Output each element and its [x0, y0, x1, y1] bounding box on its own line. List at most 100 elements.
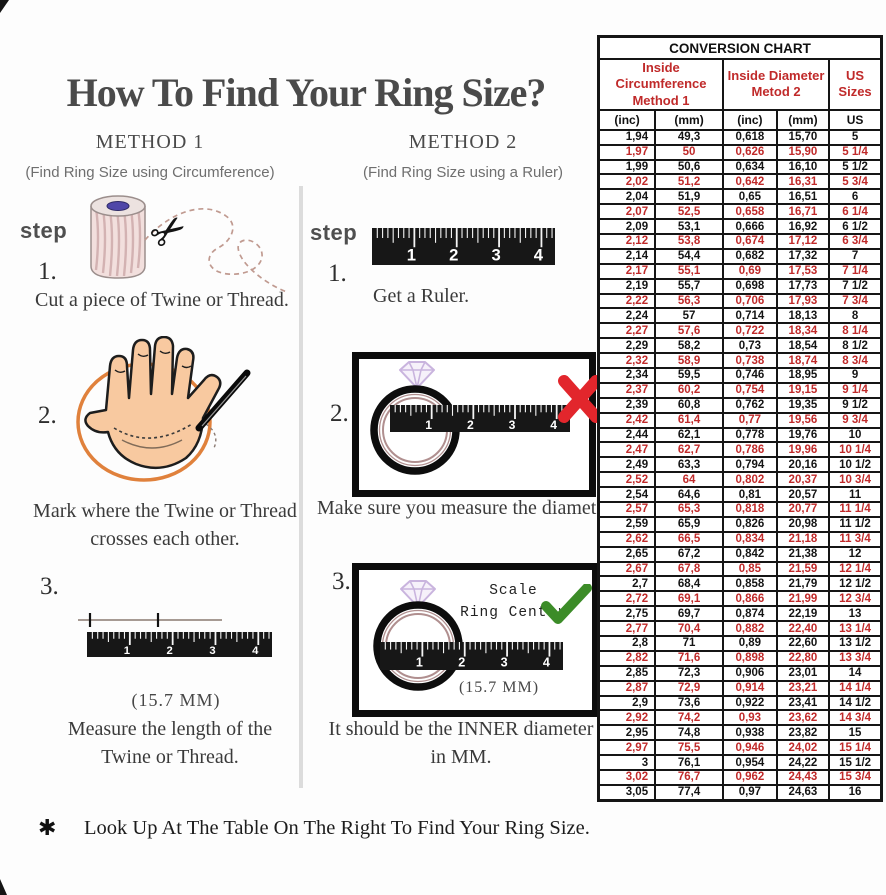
table-row: 2,44 62,1 0,778 19,76 10: [597, 426, 883, 444]
table-row: 2,54 64,6 0,81 20,57 11: [597, 486, 883, 504]
table-cell: 5 1/4: [828, 143, 883, 161]
method1-step2-caption-line2: crosses each other.: [90, 528, 240, 550]
wrong-measurement-box: 1 2 3 4: [352, 352, 602, 497]
table-cell: 2,67: [597, 560, 657, 578]
table-cell: 50: [654, 143, 724, 161]
table-cell: 49,3: [654, 128, 724, 146]
table-cell: 17,93: [775, 292, 831, 310]
table-cell: 0,698: [722, 277, 778, 295]
table-row: 2,32 58,9 0,738 18,74 8 3/4: [597, 352, 883, 369]
table-cell: 0,682: [722, 247, 778, 265]
table-cell: 2,65: [597, 545, 657, 563]
page-title: How To Find Your Ring Size?: [66, 69, 547, 115]
table-cell: 23,82: [775, 724, 831, 742]
table-cell: 0,834: [722, 530, 778, 548]
table-cell: 63,3: [654, 456, 724, 474]
table-cell: 14: [828, 664, 883, 682]
method2-step3-number: 3.: [332, 568, 351, 595]
table-cell: 71: [654, 635, 724, 652]
table-cell: 65,9: [654, 515, 724, 533]
column-divider: [299, 186, 303, 788]
table-cell: 2,07: [597, 203, 657, 221]
table-cell: 2,14: [597, 247, 657, 265]
table-cell: 61,4: [654, 411, 724, 429]
table-cell: 0,634: [722, 158, 778, 176]
table-row: 3,02 76,7 0,962 24,43 15 3/4: [597, 769, 883, 786]
table-cell: 16,92: [775, 218, 831, 235]
table-cell: 24,22: [775, 754, 831, 772]
group-header-text: Metod 2: [751, 84, 801, 100]
table-cell: 15,90: [775, 143, 831, 161]
table-cell: 13 1/2: [828, 635, 883, 652]
table-cell: 6 1/2: [828, 218, 883, 235]
method2-step1-caption: Get a Ruler.: [373, 285, 470, 307]
table-cell: 21,38: [775, 545, 831, 563]
table-cell: 0,954: [722, 754, 778, 772]
table-row: 2,67 67,8 0,85 21,59 12 1/4: [597, 560, 883, 578]
table-cell: 64: [654, 471, 724, 489]
table-cell: 0,794: [722, 456, 778, 474]
table-cell: 18,74: [775, 352, 831, 369]
table-cell: 51,9: [654, 188, 724, 206]
table-cell: 0,706: [722, 292, 778, 310]
table-cell: 11 1/2: [828, 515, 883, 533]
table-row: 2,97 75,5 0,946 24,02 15 1/4: [597, 739, 883, 757]
table-cell: 2,92: [597, 709, 657, 727]
scale-ring-center-label-line2: Ring Center: [460, 605, 567, 621]
table-cell: 18,54: [775, 337, 831, 355]
table-cell: 2,44: [597, 426, 657, 444]
scale-ring-center-label-line1: Scale: [489, 583, 538, 599]
table-cell: 0,906: [722, 664, 778, 682]
method1-step3-note: (15.7 MM): [131, 690, 221, 710]
table-cell: 2,19: [597, 277, 657, 295]
table-cell: 20,98: [775, 515, 831, 533]
table-cell: 2,82: [597, 649, 657, 667]
pen-icon: [195, 369, 251, 432]
table-cell: 0,874: [722, 605, 778, 623]
table-row: 2,47 62,7 0,786 19,96 10 1/4: [597, 441, 883, 459]
table-cell: 0,722: [722, 322, 778, 340]
table-cell: 12 3/4: [828, 590, 883, 608]
table-row: 3,05 77,4 0,97 24,63 16: [597, 783, 883, 802]
group-header-circumference: Inside Circumference Method 1: [597, 58, 724, 111]
table-cell: 2,12: [597, 232, 657, 250]
method2-step-label: step: [310, 220, 358, 245]
table-cell: 2,27: [597, 322, 657, 340]
table-cell: 19,76: [775, 426, 831, 444]
method1-step3-number: 3.: [40, 573, 59, 600]
table-row: 2,87 72,9 0,914 23,21 14 1/4: [597, 679, 883, 697]
table-cell: 59,5: [654, 367, 724, 384]
table-cell: 0,882: [722, 620, 778, 638]
table-cell: 20,16: [775, 456, 831, 474]
group-header-text: US Sizes: [838, 68, 872, 100]
subheader-us: US: [828, 108, 883, 131]
method1-step3-caption-line1: Measure the length of the: [67, 718, 273, 740]
table-row: 2,57 65,3 0,818 20,77 11 1/4: [597, 501, 883, 518]
measured-thread-illustration: [78, 613, 222, 627]
conversion-chart-table: CONVERSION CHART Inside Circumference Me…: [597, 35, 883, 802]
table-cell: 18,13: [775, 307, 831, 325]
group-header-text: Inside Diameter: [727, 68, 825, 84]
table-cell: 15 1/2: [828, 754, 883, 772]
svg-text:3: 3: [509, 418, 516, 432]
table-cell: 2,59: [597, 515, 657, 533]
ruler-illustration-correct: 1 2 3 4: [380, 642, 563, 670]
table-cell: 20,77: [775, 501, 831, 518]
table-cell: 3: [597, 754, 657, 772]
table-row: 2,75 69,7 0,874 22,19 13: [597, 605, 883, 623]
table-cell: 52,5: [654, 203, 724, 221]
table-cell: 6 3/4: [828, 232, 883, 250]
table-cell: 16,31: [775, 173, 831, 191]
table-row: 2,34 59,5 0,746 18,95 9: [597, 367, 883, 384]
group-header-text: Method 1: [632, 92, 690, 108]
table-row: 1,94 49,3 0,618 15,70 5: [597, 128, 883, 146]
table-cell: 0,826: [722, 515, 778, 533]
table-cell: 15,70: [775, 128, 831, 146]
method2-step2-caption: Make sure you measure the diameter.: [317, 497, 616, 519]
ruler-illustration-wrong: 1 2 3 4: [390, 405, 570, 432]
table-cell: 0,754: [722, 381, 778, 399]
table-cell: 11 1/4: [828, 501, 883, 518]
correct-measurement-box: Scale Ring Center 1 2 3 4 (15.7 MM): [352, 563, 599, 717]
table-cell: 6 1/4: [828, 203, 883, 221]
table-cell: 1,97: [597, 143, 657, 161]
